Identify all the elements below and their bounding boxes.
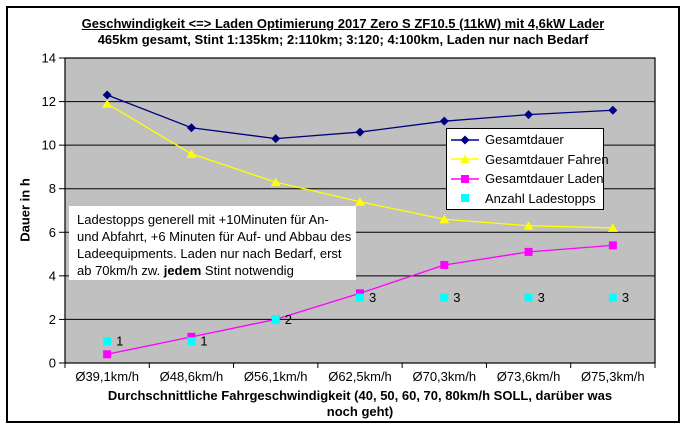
annotation-text-segment: Ladeequipments. Laden nur nach Bedarf, e… (77, 246, 342, 261)
series-marker-gesamtdauer-fahren-3 (355, 197, 365, 206)
legend-label-gesamtdauer-fahren: Gesamtdauer Fahren (485, 151, 609, 167)
legend-label-gesamtdauer: Gesamtdauer (485, 132, 564, 148)
series-marker-anzahl-ladestopps-1 (187, 337, 196, 346)
series-marker-gesamtdauer-4 (439, 116, 449, 126)
x-tick-label-5: Ø73,6km/h (497, 369, 561, 384)
x-tick-label-1: Ø48,6km/h (160, 369, 224, 384)
series-marker-gesamtdauer-fahren-5 (523, 221, 534, 230)
series-marker-gesamtdauer-laden-0 (103, 350, 112, 359)
series-marker-gesamtdauer-5 (524, 110, 534, 120)
legend-item-anzahl-ladestopps: Anzahl Ladestopps (450, 189, 603, 208)
data-label-anzahl-ladestopps-5: 3 (538, 290, 545, 305)
series-marker-gesamtdauer-fahren-4 (439, 214, 450, 224)
series-marker-anzahl-ladestopps-6 (608, 293, 617, 302)
annotation-text-segment: Stint notwendig (201, 263, 294, 278)
series-marker-gesamtdauer-laden-5 (524, 247, 533, 256)
x-tick-label-2: Ø56,1km/h (244, 369, 308, 384)
legend-marker-triangle-icon (451, 154, 479, 164)
series-marker-anzahl-ladestopps-5 (524, 293, 533, 302)
y-tick-label-14: 14 (42, 51, 56, 66)
series-marker-gesamtdauer-laden-6 (608, 241, 617, 250)
annotation-text-segment: Ladestopps generell mit +10Minuten für A… (77, 212, 329, 227)
y-tick-label-4: 4 (49, 268, 56, 283)
annotation-textbox: Ladestopps generell mit +10Minuten für A… (69, 206, 356, 280)
series-marker-gesamtdauer-6 (608, 105, 618, 115)
series-marker-anzahl-ladestopps-4 (440, 293, 449, 302)
legend-item-gesamtdauer-fahren: Gesamtdauer Fahren (450, 150, 609, 169)
legend-label-gesamtdauer-laden: Gesamtdauer Laden (485, 171, 604, 187)
series-marker-gesamtdauer-fahren-1 (186, 149, 197, 158)
series-marker-gesamtdauer-laden-4 (440, 260, 449, 269)
y-tick-label-2: 2 (49, 312, 56, 327)
y-tick-label-0: 0 (49, 356, 56, 371)
series-marker-gesamtdauer-fahren-6 (607, 223, 618, 232)
annotation-line-1: Ladestopps generell mit +10Minuten für A… (77, 211, 356, 228)
annotation-line-2: und Abfahrt, +6 Minuten für Auf- und Abb… (77, 228, 356, 245)
annotation-line-3: Ladeequipments. Laden nur nach Bedarf, e… (77, 245, 356, 262)
x-tick-label-0: Ø39,1km/h (75, 369, 139, 384)
legend-marker-square-icon (461, 194, 469, 203)
y-tick-label-8: 8 (49, 181, 56, 196)
series-marker-gesamtdauer-laden-1 (187, 332, 196, 341)
series-marker-anzahl-ladestopps-3 (356, 293, 364, 302)
y-tick-label-6: 6 (49, 225, 56, 240)
data-label-anzahl-ladestopps-0: 1 (116, 334, 123, 349)
chart-subtitle: 465km gesamt, Stint 1:135km; 2:110km; 3:… (97, 32, 589, 47)
annotation-text-segment: ab 70km/h zw. (77, 263, 164, 278)
chart-title: Geschwindigkeit <=> Laden Optimierung 20… (81, 16, 605, 31)
series-marker-gesamtdauer-fahren-0 (102, 99, 113, 108)
data-label-anzahl-ladestopps-6: 3 (622, 290, 629, 305)
x-axis-title: Durchschnittliche Fahrgeschwindigkeit (4… (17, 388, 686, 420)
annotation-line-4: ab 70km/h zw. jedem Stint notwendig (77, 262, 356, 279)
legend-marker-diamond-icon (451, 135, 479, 145)
x-tick-label-4: Ø70,3km/h (412, 369, 476, 384)
legend-label-anzahl-ladestopps: Anzahl Ladestopps (485, 190, 596, 206)
annotation-bold-word: jedem (163, 263, 202, 278)
x-tick-label-3: Ø62,5km/h (328, 369, 392, 384)
legend-item-gesamtdauer: Gesamtdauer (450, 130, 603, 149)
data-label-anzahl-ladestopps-4: 3 (453, 290, 460, 305)
y-tick-label-12: 12 (42, 94, 56, 109)
y-axis-title: Dauer in h (17, 178, 33, 242)
annotation-text-segment: und Abfahrt, +6 Minuten für Auf- und Abb… (77, 229, 352, 244)
plot-area-border (64, 57, 656, 364)
x-axis-title-line2: noch geht) (326, 404, 394, 419)
y-tick-label-10: 10 (42, 138, 56, 153)
series-marker-gesamtdauer-0 (102, 90, 112, 100)
series-marker-gesamtdauer-laden-3 (356, 289, 364, 298)
series-marker-anzahl-ladestopps-0 (103, 337, 112, 346)
x-tick-label-6: Ø75,3km/h (581, 369, 645, 384)
data-label-anzahl-ladestopps-2: 2 (285, 312, 292, 327)
data-label-anzahl-ladestopps-1: 1 (200, 334, 207, 349)
series-marker-anzahl-ladestopps-2 (271, 315, 280, 324)
series-marker-gesamtdauer-2 (271, 134, 281, 144)
legend: Gesamtdauer Gesamtdauer Fahren Gesamtdauer… (446, 128, 609, 210)
legend-marker-square-icon (451, 174, 479, 183)
series-marker-gesamtdauer-1 (186, 123, 196, 133)
series-marker-gesamtdauer-fahren-2 (270, 177, 281, 187)
series-marker-gesamtdauer-3 (355, 127, 365, 137)
x-axis-title-line1: Durchschnittliche Fahrgeschwindigkeit (4… (107, 388, 613, 403)
legend-item-gesamtdauer-laden: Gesamtdauer Laden (450, 169, 604, 188)
data-label-anzahl-ladestopps-3: 3 (369, 290, 376, 305)
